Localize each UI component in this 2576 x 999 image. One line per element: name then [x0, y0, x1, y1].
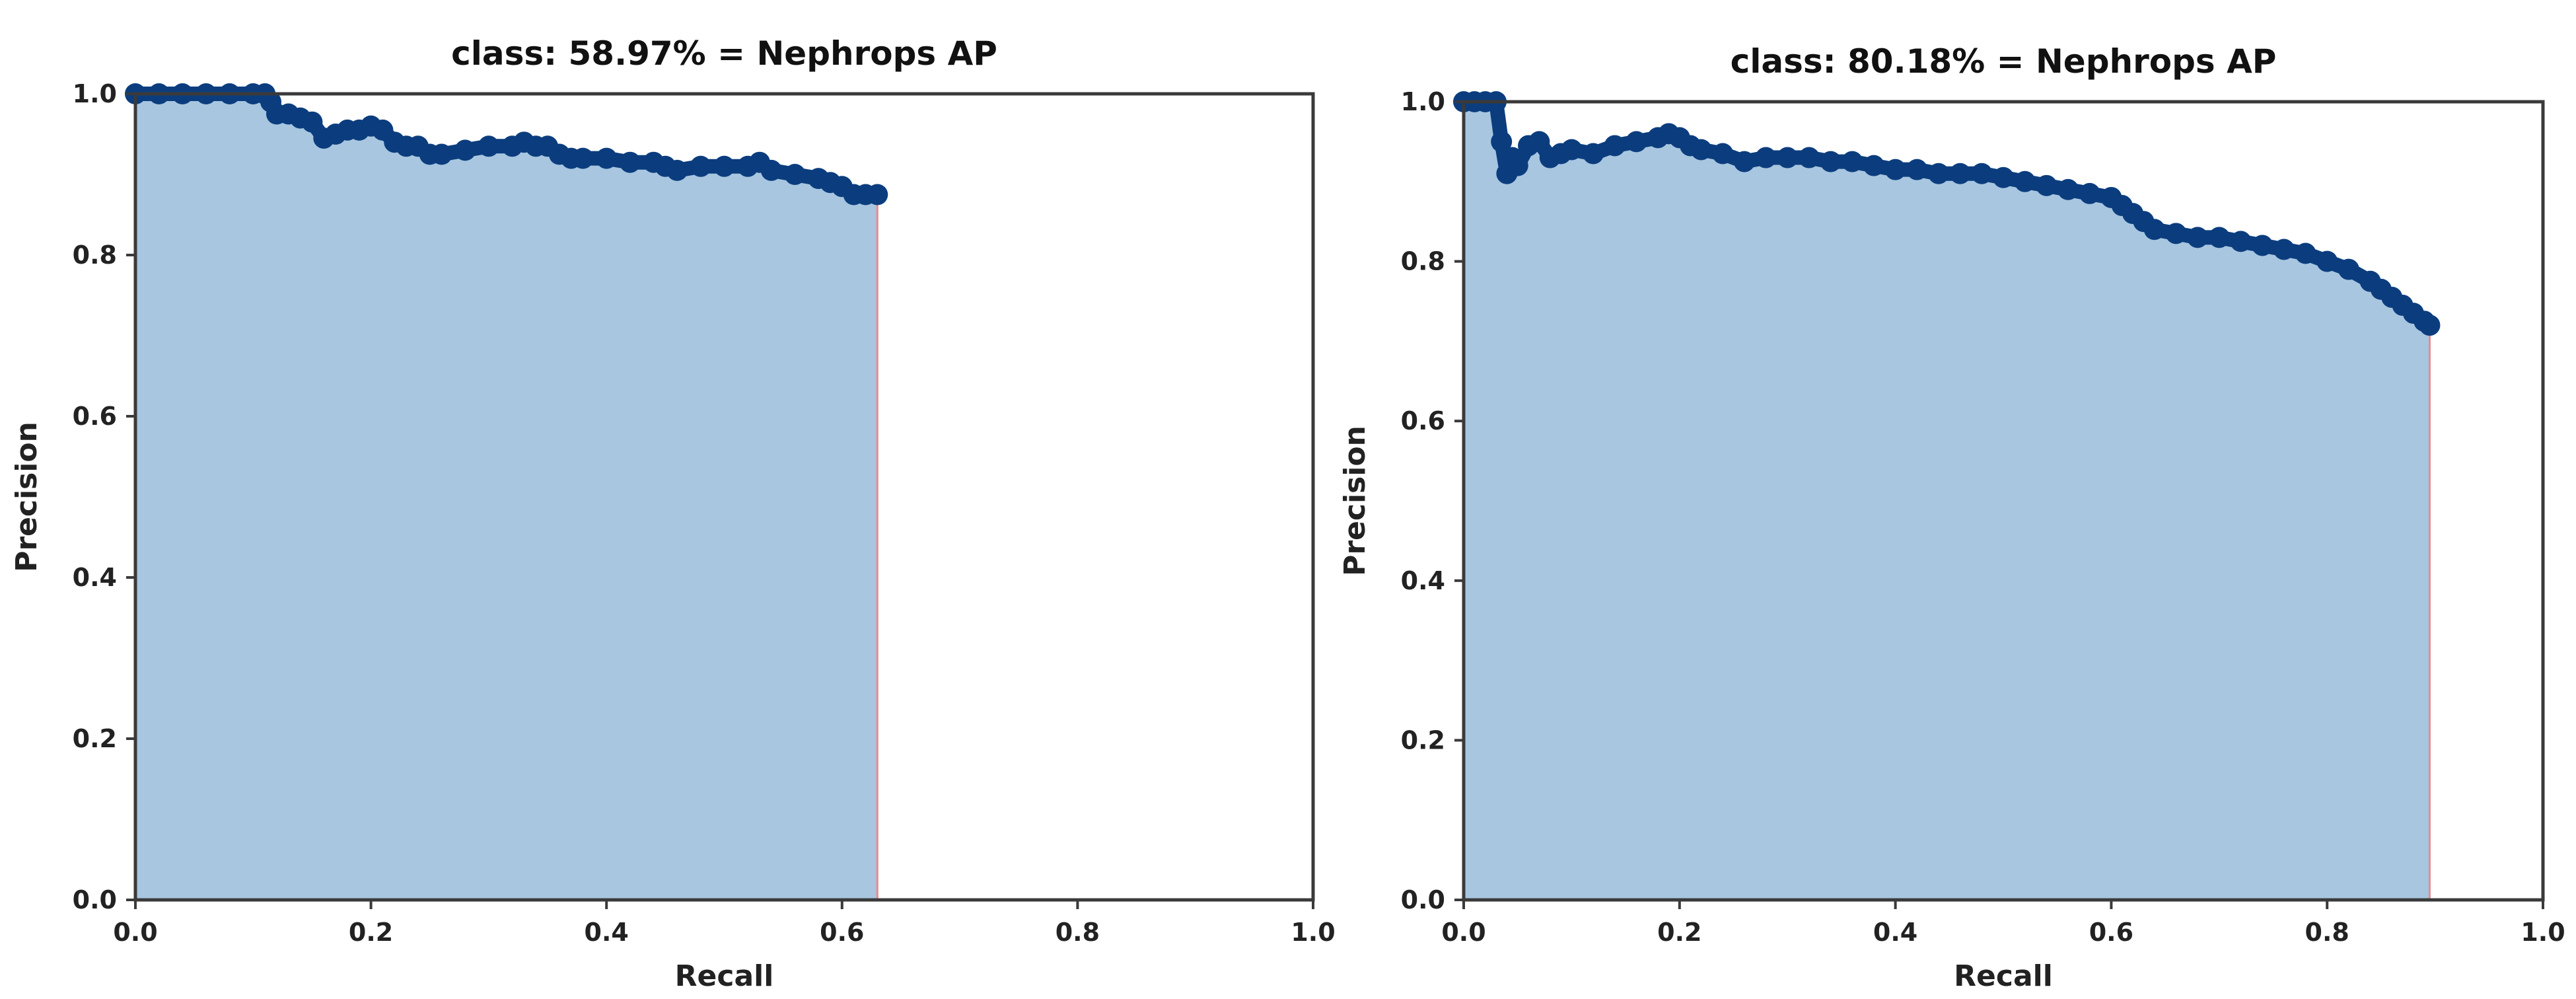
y-axis-label: Precision [1338, 426, 1372, 576]
pr-data-point [1561, 139, 1583, 161]
pr-data-point [2252, 235, 2273, 256]
pr-data-point [1712, 143, 1734, 165]
pr-data-point [2295, 242, 2316, 264]
pr-data-point [867, 184, 888, 205]
x-tick-label: 0.0 [1441, 918, 1485, 947]
pr-data-point [1777, 147, 1799, 168]
y-tick-label: 0.4 [1401, 566, 1445, 595]
y-tick-label: 0.4 [73, 563, 117, 592]
x-tick-label: 0.6 [2089, 918, 2133, 947]
pr-data-point [1993, 166, 2014, 188]
pr-data-point [760, 159, 782, 181]
x-tick-label: 0.2 [349, 918, 393, 947]
y-tick-label: 0.6 [1401, 406, 1445, 435]
axes-frame [133, 92, 1315, 902]
pr-data-point [2143, 219, 2165, 240]
x-tick-label: 0.6 [820, 918, 864, 947]
pr-data-point [2208, 227, 2230, 248]
pr-data-point [784, 164, 806, 185]
pr-data-point [431, 143, 452, 165]
pr-data-point [1755, 147, 1777, 168]
pr-data-point [1528, 131, 1550, 153]
pr-data-point [1583, 143, 1604, 165]
x-tick-label: 0.2 [1657, 918, 1701, 947]
pr-data-point [1884, 159, 1906, 180]
x-axis-label: Recall [675, 959, 774, 993]
pr-data-point [1820, 151, 1842, 172]
pr-data-point [301, 111, 323, 133]
pr-data-point [1949, 163, 1971, 184]
y-tick-label: 1.0 [1401, 87, 1445, 116]
pr-data-point [1690, 139, 1712, 161]
pr-data-point [1626, 131, 1647, 153]
pr-data-point [1733, 151, 1755, 172]
pr-data-point [454, 139, 476, 161]
x-tick-label: 0.4 [1873, 918, 1917, 947]
y-tick-label: 0.2 [73, 724, 117, 753]
pr-data-point [2338, 258, 2359, 280]
x-axis-label: Recall [1954, 959, 2053, 993]
pr-data-point [1927, 163, 1949, 184]
y-tick-label: 0.0 [1401, 885, 1445, 914]
x-tick-label: 0.8 [1055, 918, 1100, 947]
pr-data-point [2036, 174, 2057, 196]
axes-frame [1462, 100, 2545, 902]
pr-area-fill [1464, 102, 2430, 900]
pr-data-point [1863, 155, 1884, 176]
pr-data-point [2419, 314, 2441, 336]
pr-data-point [572, 147, 594, 169]
x-tick-label: 1.0 [2521, 918, 2565, 947]
y-tick-label: 0.0 [73, 885, 117, 914]
pr-data-point [1507, 155, 1528, 176]
pr-data-point [1604, 135, 1626, 157]
chart-right: 0.0 0.2 0.4 0.6 0.8 1.0 0.0 0.2 0.4 0.6 0.8 1.0 clas… [1338, 42, 2565, 993]
pr-data-point [2014, 170, 2036, 192]
y-axis-label: Precision [10, 422, 44, 572]
y-tick-label: 0.6 [73, 402, 117, 431]
pr-data-point [2165, 223, 2187, 244]
pr-data-point [2057, 178, 2079, 200]
pr-data-point [1971, 163, 1993, 184]
pr-data-point [596, 147, 618, 169]
pr-data-point [2079, 182, 2100, 204]
pr-data-point [690, 155, 711, 177]
chart-title: class: 80.18% = Nephrops AP [1731, 42, 2277, 81]
pr-data-point [666, 159, 688, 181]
x-tick-label: 0.8 [2305, 918, 2349, 947]
pr-data-point [2187, 227, 2209, 248]
chart-left: 0.0 0.2 0.4 0.6 0.8 1.0 0.0 0.2 0.4 0.6 0.8 1.0 clas… [10, 34, 1336, 993]
pr-area-fill [135, 94, 878, 900]
pr-data-point [1906, 159, 1928, 180]
y-tick-label: 1.0 [73, 79, 117, 108]
chart-title: class: 58.97% = Nephrops AP [451, 34, 997, 73]
pr-data-point [619, 151, 641, 173]
x-tick-label: 1.0 [1291, 918, 1335, 947]
pr-data-point [713, 155, 735, 177]
pr-data-point [2273, 239, 2295, 260]
y-tick-label: 0.8 [1401, 247, 1445, 276]
pr-data-point [1798, 147, 1820, 168]
pr-data-point [1491, 131, 1513, 153]
pr-data-point [2316, 250, 2338, 272]
y-tick-label: 0.8 [73, 240, 117, 270]
pr-data-point [478, 135, 499, 157]
x-tick-label: 0.0 [113, 918, 157, 947]
pr-data-point [1842, 151, 1863, 172]
y-tick-label: 0.2 [1401, 725, 1445, 755]
pr-data-point [2230, 231, 2252, 252]
x-tick-label: 0.4 [585, 918, 629, 947]
